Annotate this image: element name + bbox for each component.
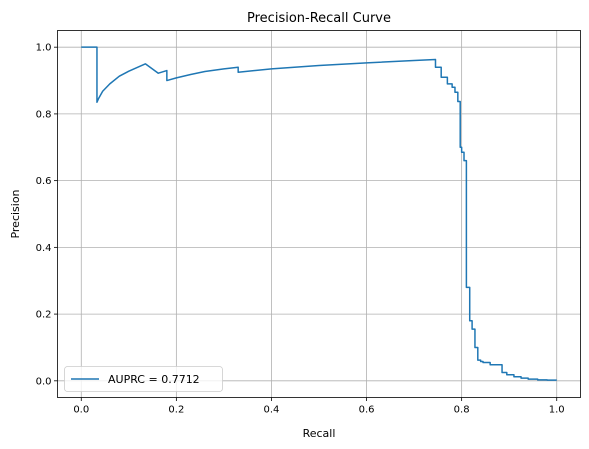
x-tick-label: 1.0 <box>549 405 565 416</box>
x-axis-label: Recall <box>303 427 336 440</box>
legend-box <box>64 366 223 392</box>
y-tick-label: 0.6 <box>36 176 52 187</box>
grid-lines <box>57 30 581 398</box>
legend-entry: AUPRC = 0.7712 <box>108 373 200 386</box>
y-tick-label: 0.4 <box>36 243 52 254</box>
plot-area <box>57 30 581 398</box>
x-tick-label: 0.8 <box>454 405 470 416</box>
series-line-auprc <box>81 46 557 381</box>
y-axis-ticks: 0.0 0.2 0.4 0.6 0.8 1.0 <box>36 43 58 387</box>
y-tick-label: 1.0 <box>36 43 52 54</box>
y-tick-label: 0.2 <box>36 310 52 321</box>
y-tick-label: 0.8 <box>36 109 52 120</box>
x-tick-label: 0.4 <box>264 405 280 416</box>
x-tick-label: 0.0 <box>73 405 89 416</box>
y-tick-label: 0.0 <box>36 376 52 387</box>
legend: AUPRC = 0.7712 <box>64 366 223 392</box>
chart-title: Precision-Recall Curve <box>247 11 391 26</box>
x-tick-label: 0.6 <box>359 405 375 416</box>
x-axis-ticks: 0.0 0.2 0.4 0.6 0.8 1.0 <box>73 397 565 416</box>
y-axis-label: Precision <box>9 189 22 238</box>
x-tick-label: 0.2 <box>168 405 184 416</box>
